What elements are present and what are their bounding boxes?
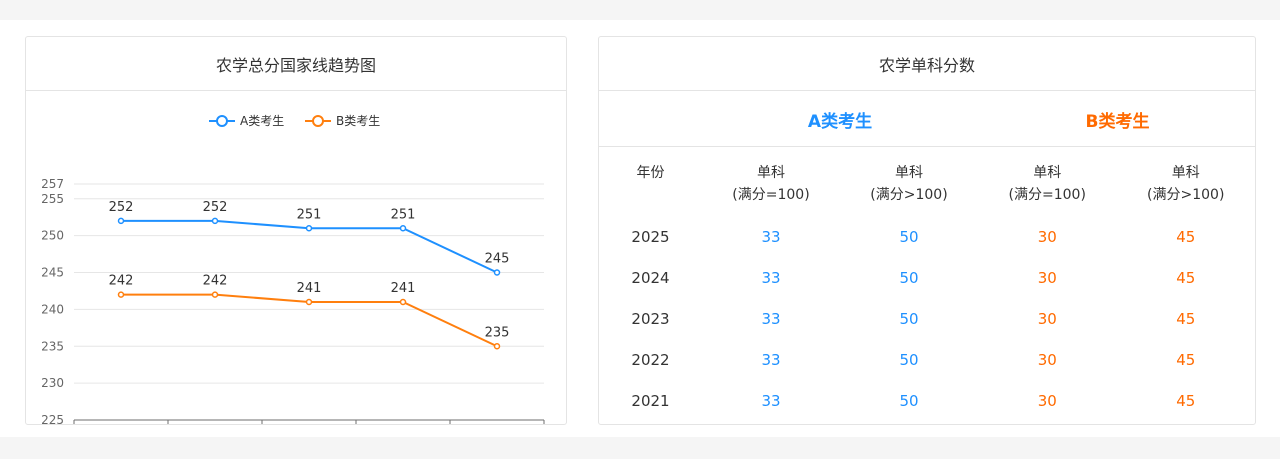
cell-year: 2023: [631, 309, 670, 328]
cell-a-over: 50: [899, 391, 919, 410]
cell-b-over: 45: [1176, 268, 1196, 287]
y-tick-label: 245: [41, 266, 64, 280]
group-b-label: B类考生: [1085, 111, 1150, 132]
data-label: 252: [203, 200, 228, 215]
y-tick-label: 250: [41, 229, 64, 243]
data-point: [399, 298, 407, 306]
data-point: [493, 269, 501, 276]
data-point: [399, 225, 407, 232]
cell-a-over: 50: [899, 268, 919, 287]
table-row: 2025 33 50 30 45: [599, 216, 1255, 257]
group-a-label: A类考生: [807, 111, 873, 132]
y-tick-label: 257: [41, 177, 64, 191]
single-subject-panel: 农学单科分数 A类考生 B类考生 年份 单科 (满分=100) 单科 (满分>1…: [598, 36, 1256, 425]
cell-a-100: 33: [761, 227, 781, 246]
data-label: 241: [297, 281, 322, 296]
cell-b-100: 30: [1037, 227, 1057, 246]
header-b-over-line2: (满分>100): [1147, 187, 1225, 203]
y-tick-label: 235: [41, 339, 64, 353]
legend-marker: [312, 115, 324, 127]
cell-b-100: 30: [1037, 309, 1057, 328]
trend-chart-title: 农学总分国家线趋势图: [26, 37, 566, 91]
data-point: [305, 298, 313, 306]
cell-b-over: 45: [1176, 309, 1196, 328]
top-band: [0, 0, 1280, 20]
cell-b-over: 45: [1176, 391, 1196, 410]
data-label: 235: [485, 325, 510, 340]
header-b-100: 单科 (满分=100): [978, 162, 1117, 206]
trend-chart-panel: 农学总分国家线趋势图 22523023524024525025525720212…: [25, 36, 567, 425]
y-tick-label: 225: [41, 413, 64, 424]
cell-year: 2021: [631, 391, 670, 410]
data-label: 245: [485, 252, 510, 267]
y-tick-label: 255: [41, 192, 64, 206]
header-a-100-line1: 单科: [757, 165, 785, 181]
header-b-100-line1: 单科: [1033, 165, 1062, 181]
cell-a-100: 33: [761, 309, 781, 328]
cell-b-100: 30: [1037, 350, 1057, 369]
cell-a-100: 33: [761, 268, 781, 287]
data-point: [117, 291, 125, 298]
data-point: [305, 225, 313, 232]
table-row: 2024 33 50 30 45: [599, 257, 1255, 298]
group-header-row: A类考生 B类考生: [599, 91, 1255, 147]
score-table: 年份 单科 (满分=100) 单科 (满分>100) 单科 (满分=100) 单…: [599, 148, 1255, 421]
cell-b-100: 30: [1037, 391, 1057, 410]
header-year: 年份: [636, 165, 665, 181]
y-tick-label: 230: [41, 376, 64, 390]
data-label: 251: [391, 207, 416, 222]
header-a-100: 单科 (满分=100): [702, 162, 840, 206]
cell-year: 2025: [631, 227, 670, 246]
legend-label: B类考生: [336, 114, 380, 128]
header-a-over-line2: (满分>100): [870, 187, 948, 203]
table-row: 2023 33 50 30 45: [599, 298, 1255, 339]
legend-label: A类考生: [240, 114, 284, 128]
data-label: 241: [391, 281, 416, 296]
data-label: 251: [297, 207, 322, 222]
header-a-100-line2: (满分=100): [732, 187, 810, 203]
trend-line-chart: 2252302352402452502552572021202220232024…: [41, 114, 545, 424]
data-point: [211, 291, 219, 298]
cell-a-100: 33: [761, 350, 781, 369]
y-tick-label: 240: [41, 302, 64, 316]
data-label: 242: [109, 274, 134, 289]
legend-marker: [216, 115, 228, 127]
cell-year: 2022: [631, 350, 670, 369]
data-point: [211, 217, 219, 225]
cell-b-over: 45: [1176, 350, 1196, 369]
table-row: 2021 33 50 30 45: [599, 380, 1255, 421]
cell-a-over: 50: [899, 309, 919, 328]
header-b-over: 单科 (满分>100): [1117, 162, 1256, 206]
single-subject-title: 农学单科分数: [599, 37, 1255, 91]
data-point: [493, 343, 501, 350]
cell-year: 2024: [631, 268, 670, 287]
table-row: 2022 33 50 30 45: [599, 339, 1255, 380]
table-header-row: 年份 单科 (满分=100) 单科 (满分>100) 单科 (满分=100) 单…: [599, 148, 1255, 216]
data-label: 242: [203, 274, 228, 289]
data-point: [117, 217, 125, 225]
header-a-over: 单科 (满分>100): [840, 162, 978, 206]
cell-a-100: 33: [761, 391, 781, 410]
data-label: 252: [109, 200, 134, 215]
header-b-over-line1: 单科: [1171, 165, 1200, 181]
cell-a-over: 50: [899, 227, 919, 246]
header-b-100-line2: (满分=100): [1008, 187, 1086, 203]
cell-b-over: 45: [1176, 227, 1196, 246]
cell-b-100: 30: [1037, 268, 1057, 287]
cell-a-over: 50: [899, 350, 919, 369]
header-a-over-line1: 单科: [895, 165, 923, 181]
